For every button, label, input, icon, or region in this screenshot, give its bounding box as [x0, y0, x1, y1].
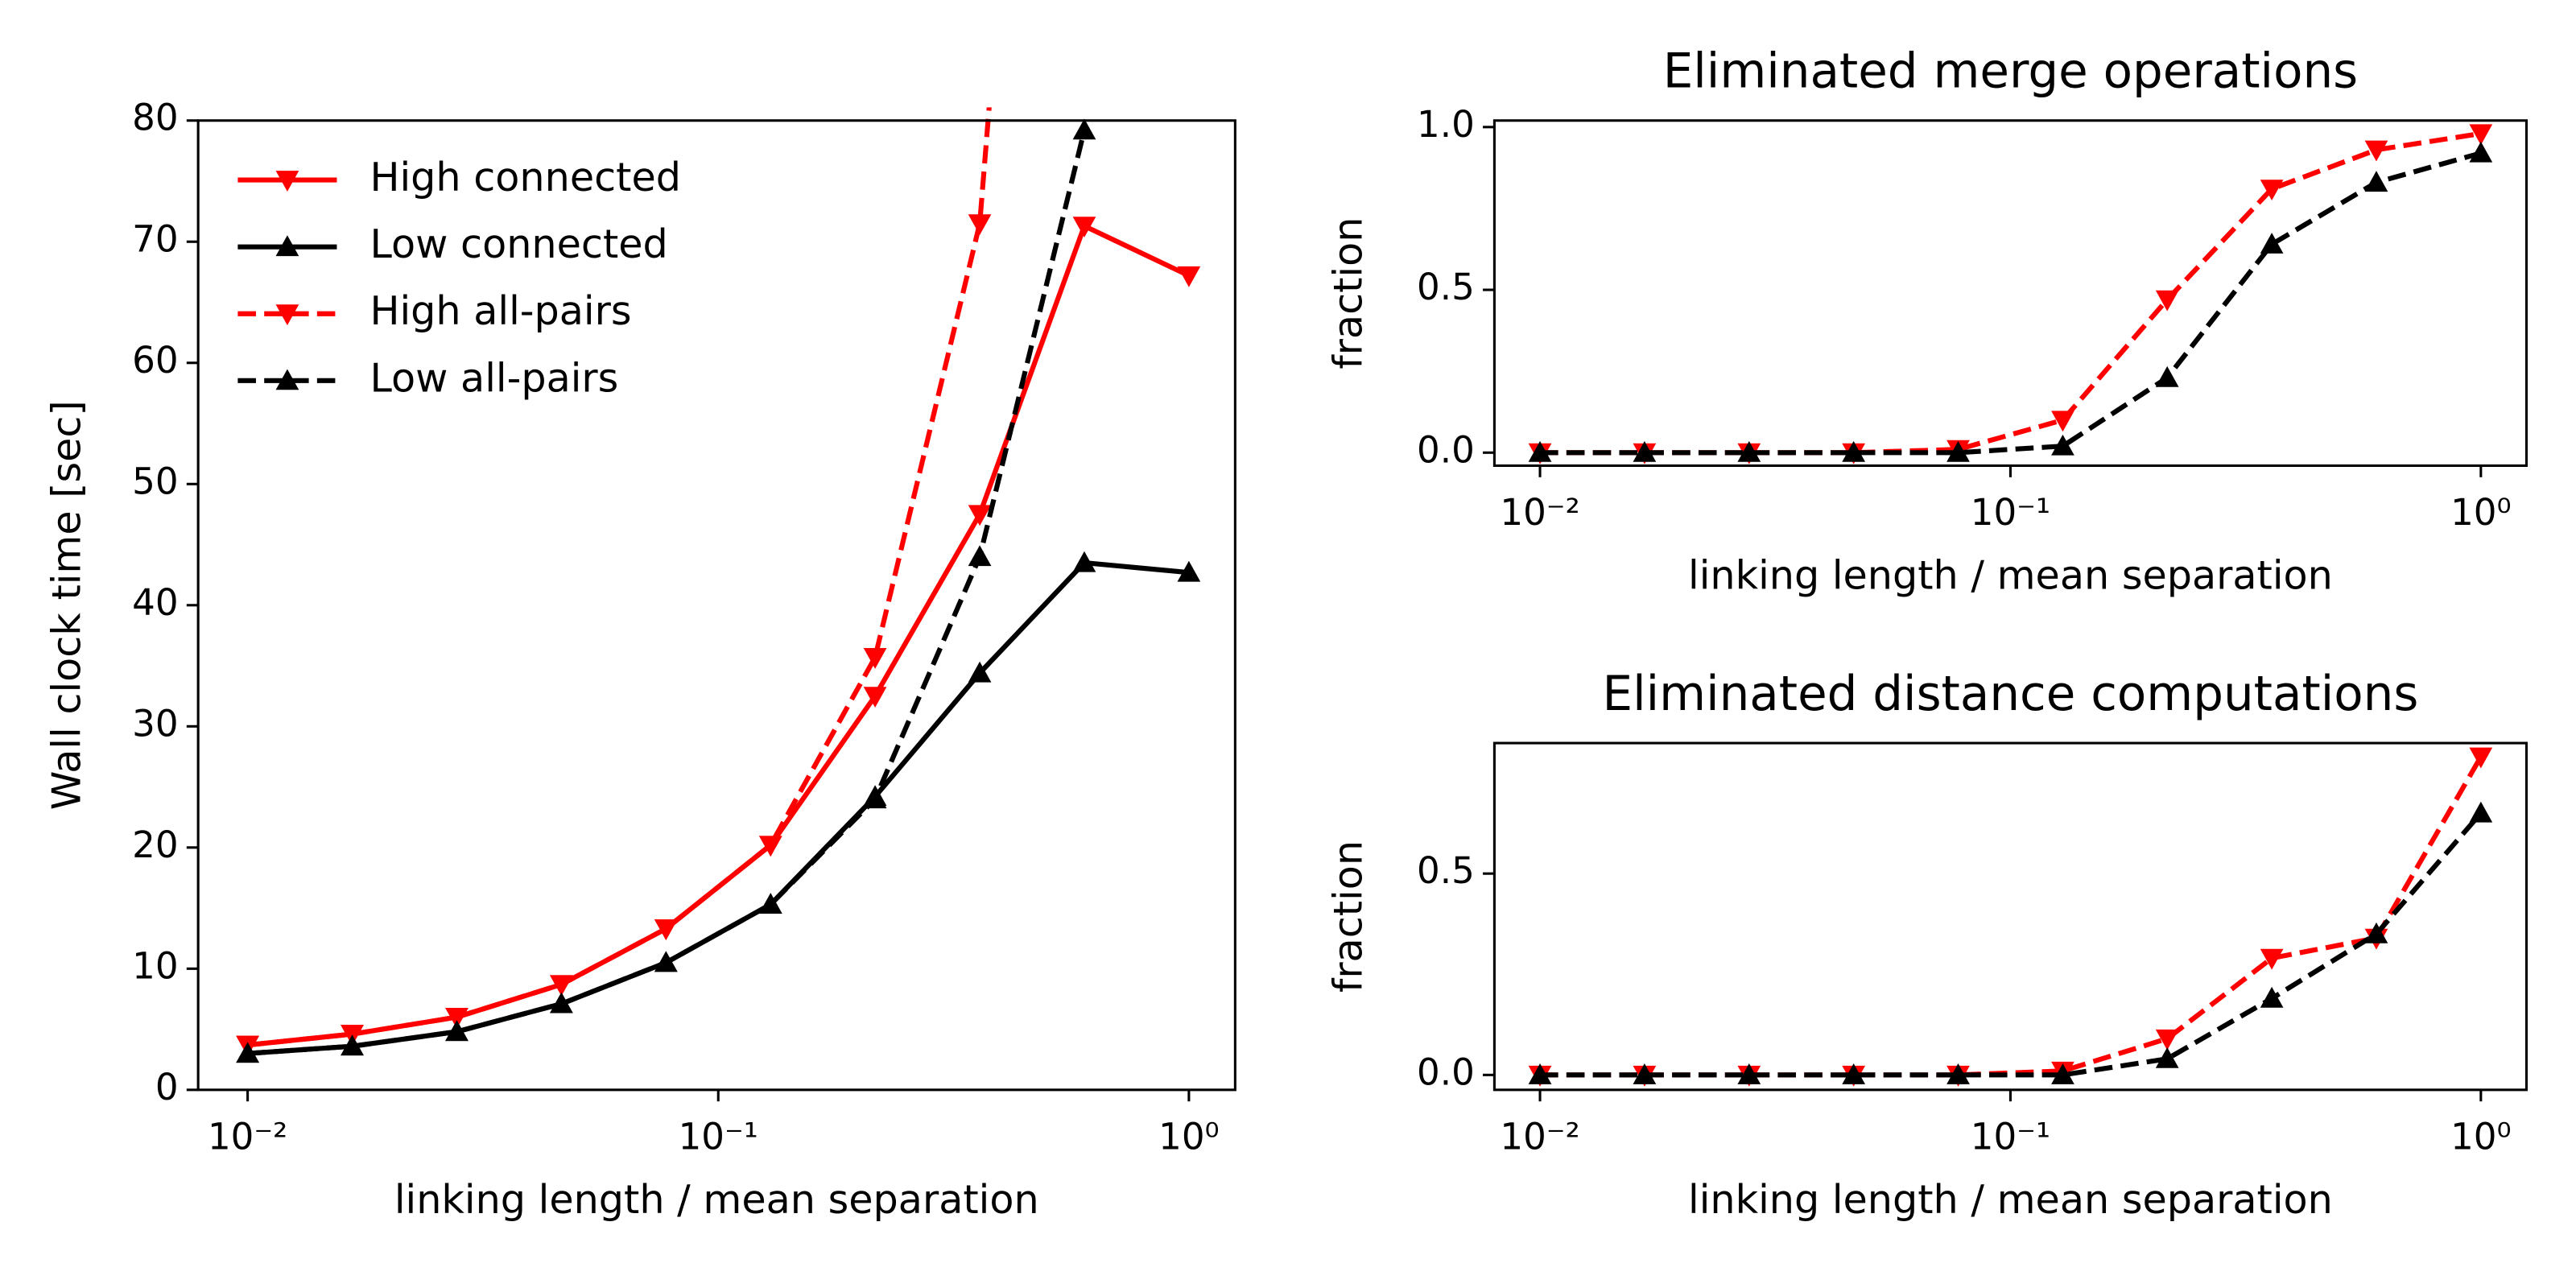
marker — [1946, 440, 1970, 462]
y-tick-label: 10 — [132, 944, 178, 987]
marker — [2051, 1063, 2074, 1084]
chart-title: Eliminated distance computations — [1603, 667, 2419, 722]
marker — [968, 214, 992, 236]
y-axis-label: fraction — [1324, 840, 1371, 993]
y-tick-label: 30 — [132, 702, 178, 745]
x-tick-label: 10⁰ — [2450, 491, 2511, 534]
marker — [2260, 233, 2284, 254]
axes-frame — [1492, 741, 2528, 1092]
y-tick-label: 60 — [132, 339, 178, 382]
chart-title: Eliminated merge operations — [1663, 43, 2358, 99]
x-tick-label: 10⁻¹ — [679, 1115, 758, 1158]
x-tick-label: 10⁻² — [1500, 1115, 1579, 1158]
plot-area — [1528, 124, 2493, 464]
axes-frame — [1492, 119, 2528, 467]
y-tick-label: 0.5 — [1417, 849, 1475, 892]
legend-marker — [275, 369, 299, 390]
x-axis-label: linking length / mean separation — [1688, 1176, 2333, 1223]
plot-area — [236, 107, 1201, 1063]
marker — [1528, 1063, 1552, 1084]
marker — [1737, 440, 1761, 462]
marker — [550, 975, 573, 997]
marker — [1842, 1063, 1866, 1084]
marker — [2469, 124, 2493, 146]
y-tick-label: 50 — [132, 460, 178, 502]
series-line — [1540, 811, 2483, 1078]
marker — [758, 836, 782, 857]
y-tick-label: 0 — [155, 1066, 179, 1108]
marker — [445, 1020, 469, 1042]
marker — [550, 992, 573, 1013]
marker — [654, 951, 678, 972]
marker — [1946, 1063, 1970, 1084]
plot-area — [1528, 747, 2493, 1087]
marker — [341, 1034, 364, 1056]
y-tick-label: 70 — [132, 217, 178, 260]
legend-marker — [275, 235, 299, 257]
marker — [2469, 747, 2493, 769]
y-tick-label: 80 — [132, 97, 178, 139]
marker — [968, 661, 992, 683]
marker — [758, 893, 782, 914]
y-tick-label: 1.0 — [1417, 103, 1475, 146]
marker — [2364, 171, 2388, 192]
x-tick-label: 10⁻¹ — [1971, 1115, 2050, 1158]
marker — [2051, 411, 2074, 432]
marker — [968, 545, 992, 567]
marker — [2260, 180, 2284, 201]
y-tick-label: 0.0 — [1417, 1051, 1475, 1093]
marker — [968, 505, 992, 526]
marker — [654, 919, 678, 941]
legend-label: High connected — [369, 154, 680, 200]
marker — [445, 1008, 469, 1029]
marker — [236, 1042, 259, 1063]
axes-frame — [196, 119, 1236, 1092]
marker — [1177, 266, 1201, 287]
x-tick-label: 10⁻¹ — [1971, 491, 2050, 534]
marker — [1072, 118, 1096, 140]
marker — [2469, 801, 2493, 823]
marker — [1072, 217, 1096, 238]
marker — [2260, 986, 2284, 1008]
marker — [863, 787, 887, 809]
x-tick-label: 10⁰ — [1158, 1115, 1219, 1158]
y-axis-label: fraction — [1324, 217, 1371, 369]
series-line — [1540, 151, 2482, 456]
marker — [2051, 434, 2074, 456]
x-tick-label: 10⁻² — [1500, 491, 1579, 534]
marker — [2155, 365, 2179, 387]
x-axis-label: linking length / mean separation — [394, 1176, 1039, 1223]
marker — [2155, 1046, 2179, 1068]
marker — [1737, 1063, 1761, 1084]
marker — [2260, 948, 2284, 970]
legend-marker — [275, 304, 299, 326]
marker — [1842, 440, 1866, 462]
legend-label: Low connected — [369, 221, 667, 267]
marker — [1633, 1063, 1657, 1084]
marker — [1528, 440, 1552, 462]
y-tick-label: 0.5 — [1417, 266, 1475, 308]
y-tick-label: 0.0 — [1417, 428, 1475, 471]
y-tick-label: 40 — [132, 581, 178, 624]
legend-label: Low all-pairs — [369, 354, 618, 401]
marker — [2469, 141, 2493, 163]
y-tick-label: 20 — [132, 824, 178, 866]
x-axis-label: linking length / mean separation — [1688, 551, 2333, 598]
marker — [2155, 1029, 2179, 1051]
legend-label: High all-pairs — [369, 287, 631, 334]
y-axis-label: Wall clock time [sec] — [43, 400, 90, 810]
marker — [2155, 290, 2179, 312]
marker — [863, 687, 887, 708]
marker — [1633, 440, 1657, 462]
marker — [2364, 140, 2388, 162]
marker — [863, 648, 887, 669]
x-tick-label: 10⁰ — [2450, 1115, 2511, 1158]
legend-marker — [275, 171, 299, 192]
x-tick-label: 10⁻² — [208, 1115, 287, 1158]
marker — [1177, 560, 1201, 582]
marker — [2364, 922, 2388, 943]
marker — [1072, 551, 1096, 572]
